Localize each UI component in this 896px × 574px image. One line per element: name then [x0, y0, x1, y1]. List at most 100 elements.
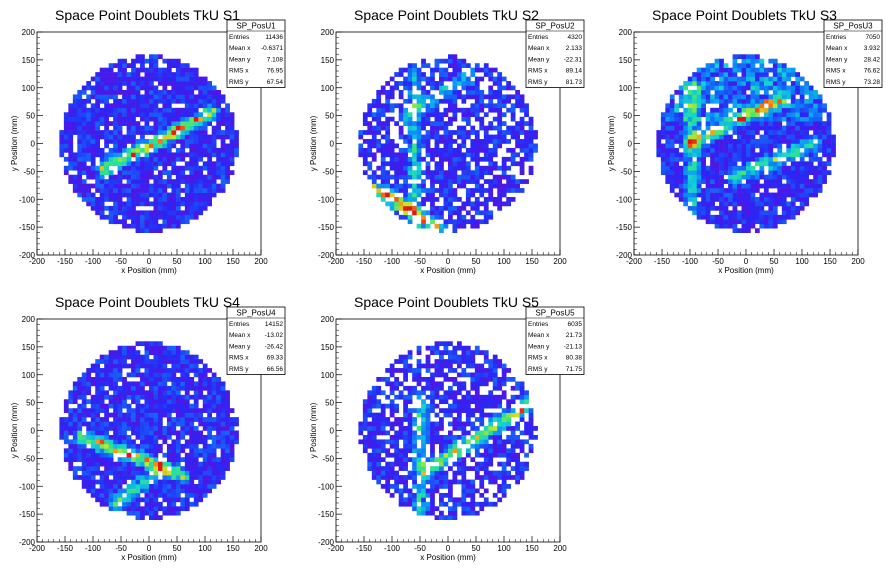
heatmap-cell	[515, 103, 520, 109]
heatmap-cell	[786, 125, 792, 131]
heatmap-cell	[790, 188, 796, 193]
heatmap-cell	[452, 67, 458, 73]
heatmap-cell	[701, 130, 706, 135]
heatmap-cell	[99, 107, 105, 113]
heatmap-cell	[175, 421, 181, 427]
heatmap-cell	[759, 197, 765, 202]
heatmap-cell	[696, 161, 702, 167]
heatmap-cell	[683, 174, 689, 180]
heatmap-cell	[750, 139, 756, 144]
heatmap-cell	[126, 188, 132, 193]
heatmap-cell	[211, 130, 217, 135]
heatmap-cell	[72, 390, 78, 396]
heatmap-cell	[171, 116, 177, 122]
heatmap-cell	[524, 179, 529, 184]
heatmap-cell	[443, 147, 449, 153]
heatmap-cell	[193, 417, 199, 422]
heatmap-cell	[358, 421, 364, 427]
heatmap-cell	[674, 179, 680, 184]
heatmap-cell	[189, 107, 195, 113]
heatmap-cell	[162, 156, 168, 162]
heatmap-cell	[122, 183, 127, 189]
heatmap-cell	[483, 130, 489, 135]
heatmap-cell	[86, 484, 92, 489]
heatmap-cell	[153, 143, 159, 149]
heatmap-cell	[220, 403, 226, 409]
heatmap-cell	[171, 421, 177, 427]
heatmap-cell	[131, 223, 136, 229]
heatmap-cell	[385, 430, 391, 436]
heatmap-cell	[772, 201, 778, 207]
heatmap-cell	[211, 107, 217, 113]
heatmap-cell	[376, 192, 382, 198]
heatmap-cell	[443, 89, 449, 95]
heatmap-cell	[211, 85, 217, 91]
heatmap-cell	[108, 147, 114, 153]
x-tick-label: 200	[553, 257, 567, 266]
heatmap-cell	[732, 54, 738, 60]
heatmap-cell	[140, 174, 145, 180]
heatmap-cell	[86, 139, 92, 144]
heatmap-cell	[140, 197, 145, 202]
heatmap-cell	[461, 223, 467, 229]
heatmap-cell	[728, 107, 733, 113]
heatmap-cell	[104, 116, 109, 122]
heatmap-cell	[465, 152, 471, 158]
heatmap-cell	[207, 430, 213, 436]
heatmap-cell	[113, 116, 118, 122]
heatmap-cell	[135, 214, 141, 220]
heatmap-cell	[135, 130, 141, 135]
heatmap-cell	[510, 161, 516, 167]
heatmap-cell	[786, 76, 792, 82]
heatmap-cell	[162, 130, 168, 135]
heatmap-cell	[207, 443, 213, 449]
heatmap-cell	[126, 161, 132, 167]
heatmap-cell	[157, 170, 163, 176]
heatmap-cell	[732, 58, 738, 64]
heatmap-cell	[157, 121, 163, 126]
heatmap-cell	[149, 475, 154, 480]
heatmap-cell	[157, 139, 163, 144]
heatmap-cell	[519, 139, 525, 144]
heatmap-cell	[95, 439, 101, 445]
heatmap-cell	[184, 76, 190, 82]
heatmap-cell	[777, 94, 783, 100]
heatmap-cell	[376, 403, 382, 409]
heatmap-cell	[144, 470, 150, 476]
heatmap-cell	[99, 197, 105, 202]
heatmap-cell	[741, 214, 747, 220]
heatmap-cell	[683, 107, 689, 113]
heatmap-cell	[524, 107, 529, 113]
heatmap-cell	[157, 54, 163, 60]
heatmap-cell	[737, 134, 742, 140]
heatmap-cell	[220, 134, 226, 140]
heatmap-cell	[175, 63, 181, 68]
y-tick-label: 200	[22, 315, 36, 324]
heatmap-cell	[153, 85, 159, 91]
heatmap-cell	[474, 116, 480, 122]
heatmap-cell	[371, 439, 377, 445]
heatmap-cell	[528, 130, 534, 135]
heatmap-cell	[385, 488, 391, 494]
heatmap-cell	[412, 156, 417, 162]
heatmap-cell	[772, 107, 778, 113]
heatmap-cell	[380, 165, 386, 171]
heatmap-cell	[687, 183, 693, 189]
heatmap-cell	[452, 197, 458, 202]
heatmap-cell	[696, 116, 702, 122]
heatmap-cell	[781, 98, 787, 104]
heatmap-cell	[488, 72, 494, 77]
heatmap-cell	[144, 430, 150, 436]
heatmap-cell	[510, 112, 516, 118]
heatmap-cell	[72, 452, 78, 458]
heatmap-cell	[104, 130, 109, 135]
heatmap-cell	[157, 385, 163, 391]
heatmap-cell	[759, 143, 765, 149]
heatmap-cell	[665, 179, 671, 184]
heatmap-cell	[741, 197, 747, 202]
heatmap-cell	[701, 76, 706, 82]
x-tick-label: -100	[85, 544, 102, 553]
heatmap-cell	[77, 130, 83, 135]
heatmap-cell	[220, 439, 226, 445]
heatmap-cell	[737, 156, 742, 162]
